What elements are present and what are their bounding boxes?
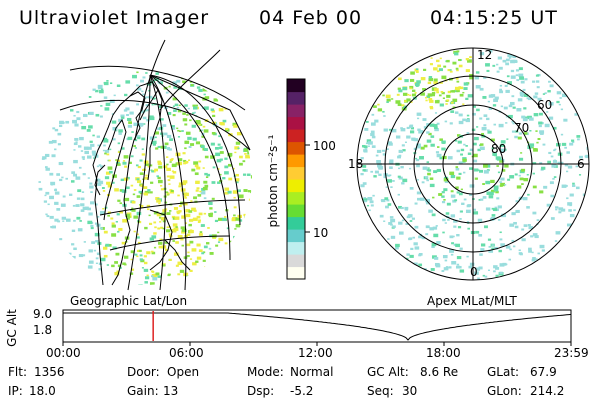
- gc-alt-value: 8.6 Re: [420, 365, 459, 379]
- gain-label: Gain:: [127, 384, 159, 398]
- alt-ymax: 9.0: [33, 307, 53, 321]
- mode-value: Normal: [290, 365, 334, 379]
- mlt-label-18: 18: [348, 157, 364, 171]
- time-tick-0600: 06:00: [169, 346, 204, 360]
- ip-value: 18.0: [29, 384, 56, 398]
- mlt-label-6: 6: [577, 157, 585, 171]
- door-value: Open: [167, 365, 200, 379]
- coastlines: [92, 81, 191, 286]
- glon-value: 214.2: [530, 384, 565, 398]
- mlt-label-12: 12: [477, 48, 493, 62]
- colorbar-unit-label: photon cm⁻²s⁻¹: [266, 134, 280, 228]
- seq-label: Seq:: [367, 384, 394, 398]
- date-label: 04 Feb 00: [259, 7, 363, 29]
- gc-alt-label: GC Alt:: [367, 365, 409, 379]
- mlat-label-70: 70: [514, 121, 530, 135]
- glat-value: 67.9: [530, 365, 557, 379]
- apex-grid: [356, 47, 590, 281]
- altitude-panel: [62, 309, 572, 346]
- time-tick-2359: 23:59: [554, 346, 589, 360]
- seq-value: 30: [402, 384, 418, 398]
- altitude-curve: [63, 312, 572, 341]
- apex-polar-map: [356, 47, 590, 281]
- geographic-aurora-image: [38, 71, 252, 285]
- colorbar-tick-10: 10: [313, 226, 329, 240]
- alt-ymin: 1.8: [33, 323, 53, 337]
- flt-value: 1356: [34, 365, 65, 379]
- door-label: Door:: [127, 365, 160, 379]
- color-bar-gradient: [287, 79, 305, 280]
- time-tick-1800: 18:00: [426, 346, 461, 360]
- geographic-map: [38, 39, 252, 291]
- mlt-label-0: 0: [470, 265, 478, 279]
- time-label: 04:15:25 UT: [430, 7, 558, 29]
- instrument-title: Ultraviolet Imager: [19, 7, 210, 29]
- geographic-caption: Geographic Lat/Lon: [70, 294, 188, 308]
- gc-alt-axis-label: GC Alt: [5, 309, 19, 347]
- mode-label: Mode:: [247, 365, 284, 379]
- gain-value: 13: [163, 384, 179, 398]
- time-tick-1200: 12:00: [298, 346, 333, 360]
- dsp-value: -5.2: [290, 384, 314, 398]
- mlat-label-80: 80: [491, 142, 507, 156]
- apex-caption: Apex MLat/MLT: [427, 294, 517, 308]
- ip-label: IP:: [8, 384, 23, 398]
- apex-aurora-image: [360, 49, 589, 280]
- flt-label: Flt:: [8, 365, 27, 379]
- dsp-label: Dsp:: [247, 384, 275, 398]
- time-tick-0000: 00:00: [46, 346, 81, 360]
- mlat-label-60: 60: [537, 98, 553, 112]
- colorbar-tick-100: 100: [313, 139, 336, 153]
- color-bar: [286, 78, 310, 280]
- glat-label: GLat:: [487, 365, 520, 379]
- glon-label: GLon:: [487, 384, 522, 398]
- geographic-grid: [59, 39, 251, 291]
